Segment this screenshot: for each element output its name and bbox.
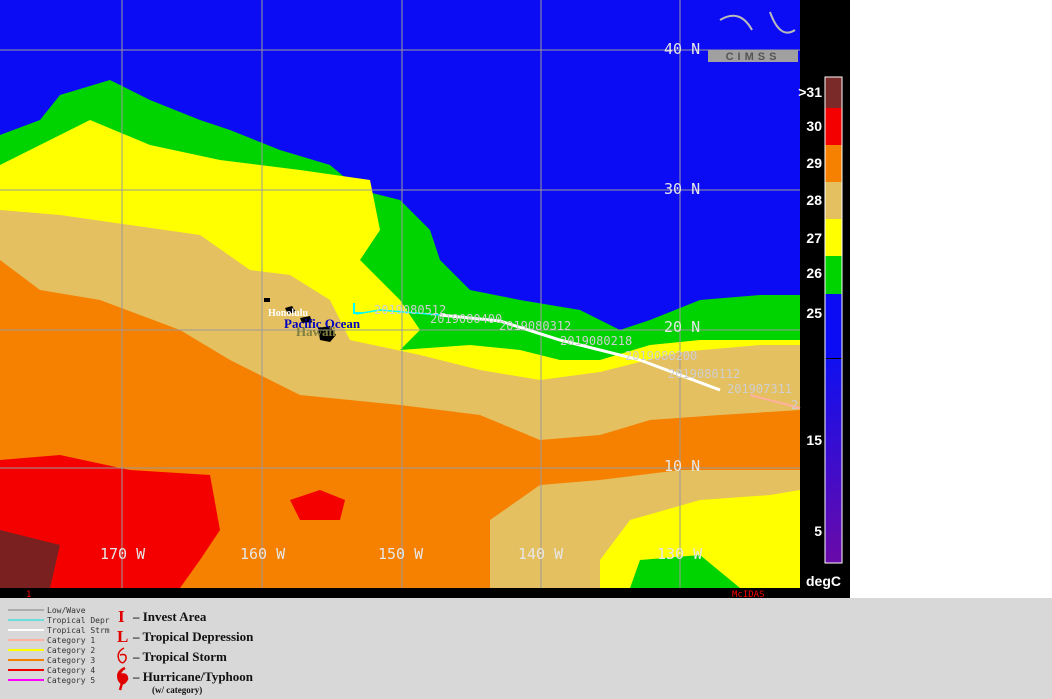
logo-text: CIMSS xyxy=(726,51,781,63)
colorbar-label: 5 xyxy=(814,523,822,539)
lat-label: 20 N xyxy=(664,318,700,336)
island xyxy=(264,298,270,302)
sst-green-south xyxy=(630,555,740,588)
lat-label: 10 N xyxy=(664,457,700,475)
logo-art xyxy=(719,11,796,34)
island xyxy=(300,316,312,323)
grid xyxy=(0,0,800,588)
colorbar-label: 28 xyxy=(806,192,822,208)
hurricane-glyph xyxy=(117,666,129,691)
place-label: Hawaii xyxy=(296,324,336,339)
legend-label: Tropical Depr xyxy=(47,616,110,625)
legend-label: Category 2 xyxy=(47,646,95,655)
colorbar-frame xyxy=(824,76,843,564)
track-label: 2019080312 xyxy=(499,319,571,333)
colorbar-unit: degC xyxy=(806,573,841,589)
colorbar-label: 25 xyxy=(806,305,822,321)
track-category1 xyxy=(749,394,801,409)
depression-symbol xyxy=(353,303,362,314)
colorbar-label: 15 xyxy=(806,432,822,448)
logo: CIMSS xyxy=(708,11,798,63)
legend-label: Tropical Strm xyxy=(47,626,110,635)
colorbar-label: 27 xyxy=(806,230,822,246)
side-panel xyxy=(850,0,1052,598)
frame-number: 1 xyxy=(26,590,31,600)
colorbar: >31 30 29 28 27 26 25 15 5 degC xyxy=(798,76,843,589)
track-label: 2019080218 xyxy=(560,334,632,348)
lon-label: 170 W xyxy=(100,545,146,563)
lon-label: 160 W xyxy=(240,545,286,563)
storm-glyph xyxy=(117,647,127,664)
lon-label: 150 W xyxy=(378,545,424,563)
colorbar-swatch xyxy=(825,182,842,219)
track-label: 201907311 xyxy=(727,382,792,396)
logo-box xyxy=(708,50,798,62)
track-label: 2019080512 xyxy=(374,303,446,317)
colorbar-label: 30 xyxy=(806,118,822,134)
sst-map: 40 N 30 N 20 N 10 N 170 W 160 W 150 W 14… xyxy=(0,0,801,588)
legend-label: Category 1 xyxy=(47,636,95,645)
island xyxy=(285,306,296,314)
lat-label: 40 N xyxy=(664,40,700,58)
legend: Low/Wave Tropical Depr Tropical Strm Cat… xyxy=(8,606,254,695)
legend-glyph: I xyxy=(118,607,125,626)
legend-note: (w/ category) xyxy=(152,685,202,695)
colorbar-label: 29 xyxy=(806,155,822,171)
colorbar-label: >31 xyxy=(798,84,822,100)
sst-darkred xyxy=(0,530,60,588)
colorbar-swatch xyxy=(825,294,842,358)
colorbar-swatch xyxy=(825,219,842,256)
place-label: Pacific Ocean xyxy=(284,316,361,331)
colorbar-swatch xyxy=(825,77,842,108)
legend-symbol-label: – Hurricane/Typhoon xyxy=(132,669,254,684)
track-storm xyxy=(439,313,721,392)
lon-label: 130 W xyxy=(657,545,703,563)
track-label: 2 xyxy=(791,398,798,412)
legend-symbol-label: – Invest Area xyxy=(132,609,207,624)
legend-label: Category 3 xyxy=(47,656,95,665)
lon-label: 140 W xyxy=(518,545,564,563)
legend-symbol-label: – Tropical Depression xyxy=(132,629,254,644)
colorbar-label: 26 xyxy=(806,265,822,281)
colorbar-swatch xyxy=(825,145,842,182)
colorbar-swatch xyxy=(825,256,842,294)
track-label: 2019080112 xyxy=(668,367,740,381)
colorbar-swatch xyxy=(825,359,842,563)
place-label: Honolulu xyxy=(268,308,308,319)
colorbar-swatch xyxy=(825,108,842,145)
sst-red-patch xyxy=(290,490,345,520)
legend-glyph: L xyxy=(117,627,128,646)
legend-symbol-label: – Tropical Storm xyxy=(132,649,227,664)
track-label: 2019080200 xyxy=(625,349,697,363)
legend-label: Low/Wave xyxy=(47,606,86,615)
legend-label: Category 5 xyxy=(47,676,95,685)
legend-label: Category 4 xyxy=(47,666,95,675)
software-label: McIDAS xyxy=(732,590,765,600)
lat-label: 30 N xyxy=(664,180,700,198)
track-label: 2019080400 xyxy=(430,312,502,326)
track-depression xyxy=(355,309,441,316)
